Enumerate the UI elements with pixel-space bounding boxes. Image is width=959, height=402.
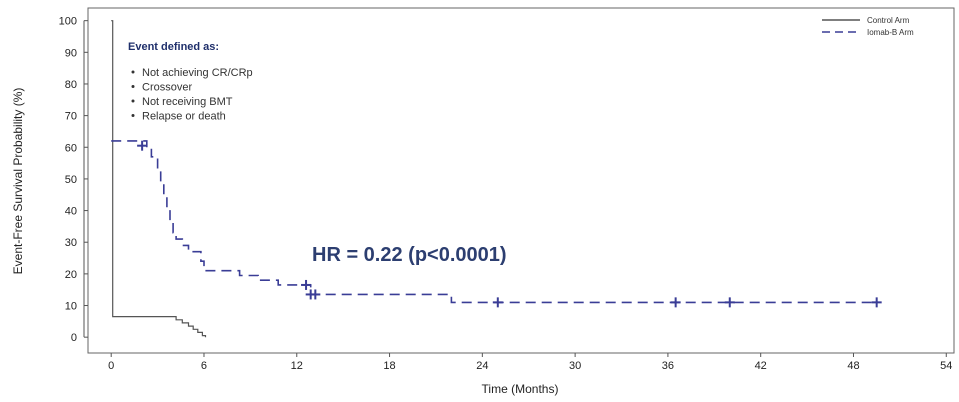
censor-mark [301,279,312,290]
x-tick-label: 48 [847,360,859,372]
x-tick-label: 18 [383,360,395,372]
y-tick-label: 100 [59,16,77,28]
y-tick-label: 70 [65,111,77,123]
plot-frame [87,7,955,354]
survival-curves [111,20,877,338]
curve-iomab-b-arm [111,140,877,304]
y-tick-label: 90 [65,47,77,59]
y-axis-title: Event-Free Survival Probability (%) [11,88,25,275]
y-tick-label: 60 [65,142,77,154]
event-definition-note: Event defined as: Not achieving CR/CRp Cr… [128,41,253,123]
event-item: Crossover [142,82,192,94]
bullet-dot [131,99,135,103]
censor-mark [137,140,148,151]
y-tick-label: 0 [71,332,77,344]
censor-mark [492,297,503,308]
event-definition-title: Event defined as: [128,41,219,53]
x-axis-title: Time (Months) [482,382,559,396]
bullet-dot [131,85,135,88]
bullet-dot [131,114,135,117]
x-tick-label: 24 [476,360,488,372]
censor-mark [724,297,735,308]
curve-control-arm [111,20,207,338]
x-tick-label: 6 [201,360,207,372]
x-tick-label: 12 [291,360,303,372]
censor-marks [137,140,882,308]
y-axis: 0 10 20 30 40 50 60 70 80 90 100 [59,16,88,344]
censor-mark [310,289,321,300]
y-tick-label: 20 [65,269,77,281]
event-item: Relapse or death [142,111,226,123]
event-item: Not achieving CR/CRp [142,67,253,79]
event-item: Not receiving BMT [142,96,233,108]
censor-mark [871,297,882,308]
legend: Control Arm Iomab-B Arm [822,16,914,37]
legend-label: Control Arm [867,16,910,25]
y-tick-label: 30 [65,237,77,249]
y-tick-label: 50 [65,174,77,186]
bullet-dot [131,70,135,74]
legend-label: Iomab-B Arm [867,28,914,37]
x-tick-label: 30 [569,360,581,372]
x-axis: 0 6 12 18 24 30 36 42 48 54 [108,353,952,372]
y-tick-label: 80 [65,79,77,91]
hazard-ratio-label: HR = 0.22 (p<0.0001) [312,244,507,266]
y-tick-label: 40 [65,206,77,218]
x-tick-label: 54 [940,360,952,372]
y-tick-label: 10 [65,301,77,313]
x-tick-label: 0 [108,360,114,372]
censor-mark [670,297,681,308]
x-tick-label: 42 [755,360,767,372]
x-tick-label: 36 [662,360,674,372]
